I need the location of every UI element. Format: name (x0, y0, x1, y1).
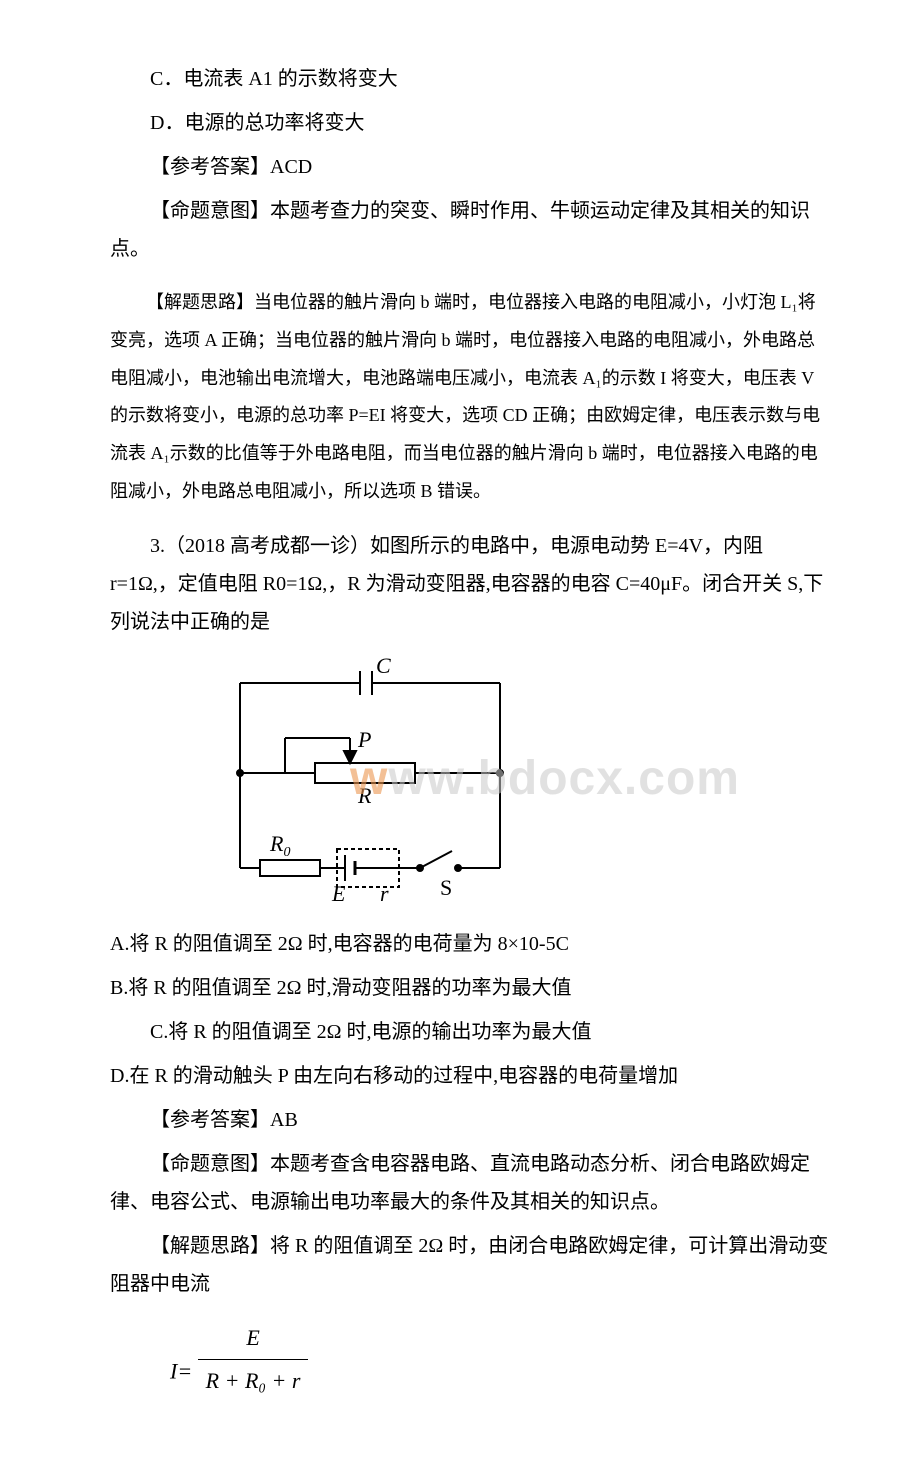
label-r0: R0 (269, 831, 290, 860)
intent-label: 【命题意图】 (150, 200, 270, 222)
q3-option-c: C.将 R 的阻值调至 2Ω 时,电源的输出功率为最大值 (110, 1013, 830, 1051)
label-p: P (357, 727, 371, 752)
label-e: E (331, 881, 346, 906)
q3-option-b: B.将 R 的阻值调至 2Ω 时,滑动变阻器的功率为最大值 (110, 969, 830, 1007)
q3-option-d: D.在 R 的滑动触头 P 由左向右移动的过程中,电容器的电荷量增加 (110, 1057, 830, 1095)
formula-current: I= E R + R₀ + r (170, 1317, 830, 1402)
q3-answer-label: 【参考答案】 (150, 1109, 270, 1131)
q3-option-a: A.将 R 的阻值调至 2Ω 时,电容器的电荷量为 8×10-5C (110, 925, 830, 963)
formula-prefix: I= (170, 1358, 192, 1383)
q3-analysis-label: 【解题思路】 (150, 1235, 270, 1257)
formula-numerator: E (198, 1317, 309, 1360)
label-r-internal: r (380, 881, 389, 906)
intent-line: 【命题意图】本题考查力的突变、瞬时作用、牛顿运动定律及其相关的知识点。 (110, 192, 830, 268)
formula-denominator: R + R₀ + r (198, 1360, 309, 1402)
circuit-svg: C P R R0 E r S (220, 653, 560, 913)
answer-value: ACD (270, 156, 312, 178)
answer-line: 【参考答案】ACD (110, 148, 830, 186)
formula-fraction: E R + R₀ + r (198, 1317, 309, 1402)
option-d: D．电源的总功率将变大 (110, 104, 830, 142)
label-r: R (357, 783, 372, 808)
label-s: S (440, 875, 452, 900)
q3-answer-value: AB (270, 1109, 298, 1131)
q3-intent-line: 【命题意图】本题考查含电容器电路、直流电路动态分析、闭合电路欧姆定律、电容公式、… (110, 1145, 830, 1221)
q3-answer-line: 【参考答案】AB (110, 1101, 830, 1139)
q3-stem: 3.（2018 高考成都一诊）如图所示的电路中，电源电动势 E=4V，内阻 r=… (110, 527, 830, 641)
option-c: C．电流表 A1 的示数将变大 (110, 60, 830, 98)
q3-analysis-line: 【解题思路】将 R 的阻值调至 2Ω 时，由闭合电路欧姆定律，可计算出滑动变阻器… (110, 1227, 830, 1303)
q3-intent-label: 【命题意图】 (150, 1153, 270, 1175)
label-c: C (376, 653, 391, 678)
analysis-text: 当电位器的触片滑向 b 端时，电位器接入电路的电阻减小，小灯泡 L₁将变亮，选项… (110, 292, 820, 501)
analysis-label: 【解题思路】 (146, 292, 254, 312)
circuit-diagram: C P R R0 E r S www.bdocx.com (220, 653, 560, 913)
answer-label: 【参考答案】 (150, 156, 270, 178)
analysis-block: 【解题思路】当电位器的触片滑向 b 端时，电位器接入电路的电阻减小，小灯泡 L₁… (110, 284, 830, 511)
